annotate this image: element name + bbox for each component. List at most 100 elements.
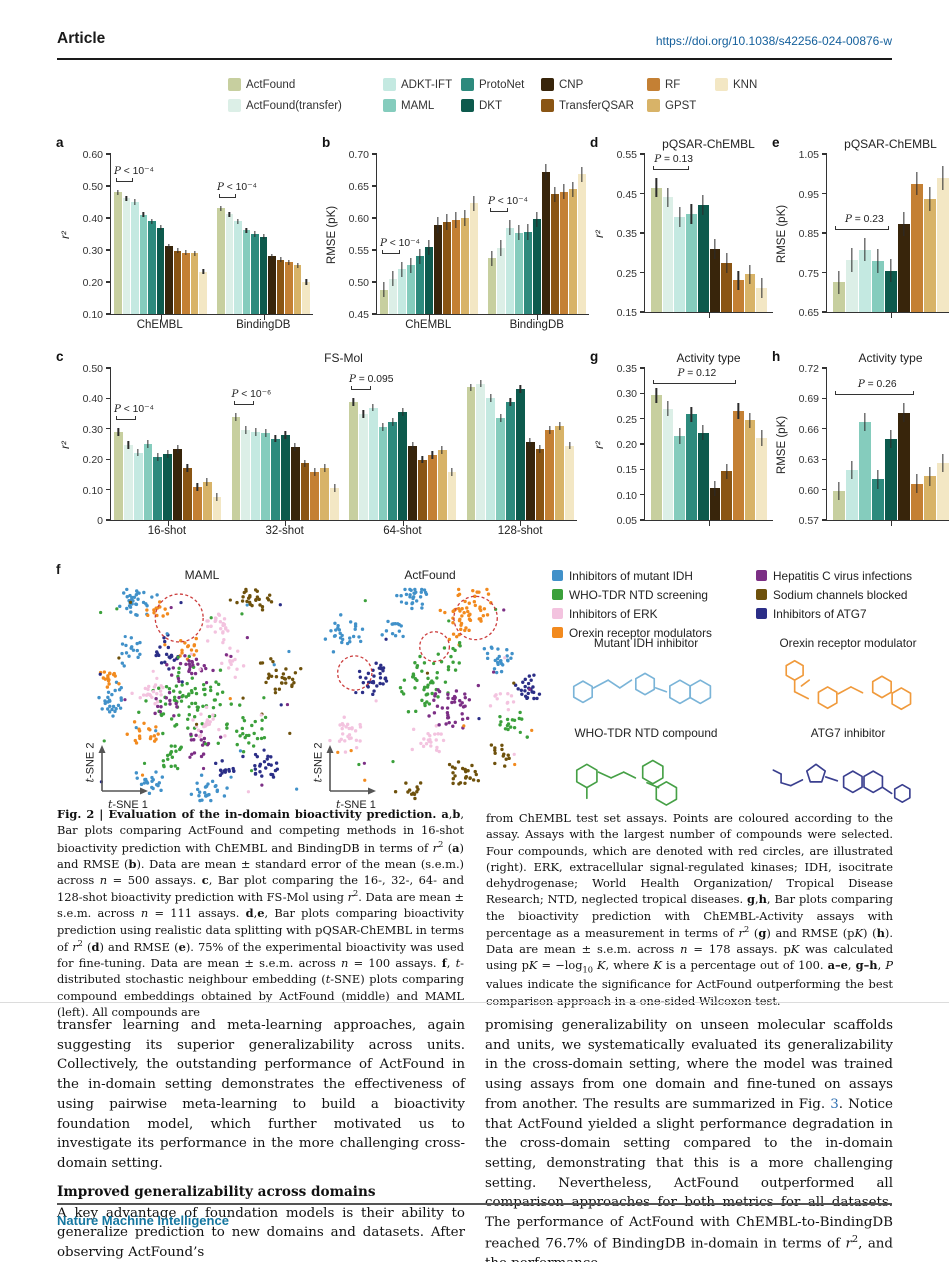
error-bar <box>655 177 657 198</box>
tsne-legend-swatch-erk <box>552 608 563 619</box>
bar-a-KNN <box>302 282 311 314</box>
tsne-legend-label: Hepatitis C virus infections <box>773 568 912 583</box>
error-bar <box>288 259 290 265</box>
x-category-label: BindingDB <box>509 319 564 331</box>
p-value-label: P < 10⁻⁴ <box>217 180 257 193</box>
error-bar <box>554 186 556 202</box>
error-bar <box>168 243 170 249</box>
bar-g-CNP <box>709 488 721 520</box>
error-bar <box>890 429 892 449</box>
figure-3-link[interactable]: 3 <box>830 1096 839 1112</box>
legend-label: ADKT-IFT <box>401 78 453 91</box>
error-bar <box>655 387 657 403</box>
legend-label: CNP <box>559 78 584 91</box>
doi-link[interactable]: https://doi.org/10.1038/s42256-024-00876… <box>655 34 892 48</box>
error-bar <box>262 234 265 240</box>
error-bar <box>903 212 905 236</box>
bar-d-TransferQSAR <box>721 262 732 312</box>
error-bar <box>279 257 282 263</box>
bar-a-ProtoNet <box>148 221 156 314</box>
p-value-bracket <box>835 390 915 396</box>
error-bar <box>737 403 739 419</box>
x-category-label: 128-shot <box>497 525 543 537</box>
legend-item-TransferQSAR: TransferQSAR <box>541 99 647 112</box>
body-paragraph: transfer learning and meta-learning appr… <box>57 1018 465 1171</box>
bar-g-ActFound(transfer) <box>662 408 674 520</box>
error-bar <box>518 225 520 241</box>
bar-c-GPST <box>555 425 565 520</box>
error-bar <box>264 429 267 438</box>
error-bar <box>536 211 538 227</box>
bar-d-ADKT-IFT <box>674 217 686 312</box>
legend-item-ADKT-IFT: ADKT-IFT <box>383 78 461 91</box>
error-bar <box>667 400 669 417</box>
panel-letter-c: c <box>56 349 64 364</box>
bar-h-ADKT-IFT <box>846 470 858 520</box>
body-paragraph: A key advantage of foundation models is … <box>57 1205 465 1260</box>
molecule-label: ATG7 inhibitor <box>810 726 886 740</box>
tsne-legend-item: WHO-TDR NTD screening <box>552 585 752 604</box>
p-value-label: P = 0.23 <box>844 212 884 225</box>
bar-b-ADKT-IFT <box>506 227 514 314</box>
bar-d-RF <box>732 280 744 312</box>
molecule-structure <box>785 659 912 711</box>
tsne-legend-swatch-idh <box>552 570 563 581</box>
molecule-structure <box>772 763 911 803</box>
bar-e-ActFound(transfer) <box>846 259 858 312</box>
panel-letter-b: b <box>322 135 331 150</box>
error-bar <box>196 482 198 491</box>
bar-b-ProtoNet <box>524 232 532 314</box>
bar-g-ProtoNet <box>686 414 697 520</box>
p-value-bracket <box>489 207 509 212</box>
y-tick-label: 0.70 <box>348 149 369 161</box>
error-bar <box>500 240 502 256</box>
tsne-scatter <box>323 587 542 801</box>
bar-a-MAML <box>139 214 148 314</box>
molecule-label: Mutant IDH inhibitor <box>593 636 699 650</box>
molecule-label: WHO-TDR NTD compound <box>574 726 718 740</box>
bar-g-RF <box>732 411 744 520</box>
bar-c-CNP <box>408 445 418 520</box>
y-tick-label: 0.10 <box>616 489 637 502</box>
y-tick-label: 0.50 <box>82 181 103 193</box>
y-tick-label: 0.05 <box>616 515 637 527</box>
y-tick-label: 0.20 <box>616 439 637 451</box>
chart-title <box>376 138 589 154</box>
error-bar <box>142 212 145 218</box>
bar-c-ProtoNet <box>153 456 163 520</box>
error-bar <box>916 171 918 196</box>
bar-a-TransferQSAR <box>276 259 285 314</box>
bar-c-GPST <box>320 468 330 520</box>
tsne-legend-item: Inhibitors of ATG7 <box>756 604 912 623</box>
panel-letter-f: f <box>56 562 61 577</box>
legend-swatch-ADKT-IFT <box>383 78 396 91</box>
error-bar <box>679 428 681 444</box>
error-bar <box>117 427 120 436</box>
error-bar <box>431 450 433 459</box>
error-bar <box>362 409 364 418</box>
error-bar <box>125 195 127 201</box>
legend-label: ProtoNet <box>479 78 525 91</box>
bar-c-ADKT-IFT <box>486 398 496 520</box>
p-value-label: P = 0.12 <box>677 367 717 379</box>
bar-b-TransferQSAR <box>551 194 559 314</box>
p-value-label: P = 0.095 <box>349 373 394 386</box>
tsne-legend-item: Inhibitors of mutant IDH <box>552 566 752 585</box>
bar-g-MAML <box>674 435 686 520</box>
p-value-bracket <box>351 385 372 391</box>
bar-a-ActFound <box>114 192 122 314</box>
bar-h-RF <box>911 483 923 520</box>
chart-title: pQSAR-ChEMBL <box>844 137 937 151</box>
tsne-legend-label: WHO-TDR NTD screening <box>569 587 708 602</box>
bar-c-ActFound(transfer) <box>476 383 486 520</box>
bar-c-KNN <box>330 488 339 520</box>
error-bar <box>527 224 529 240</box>
error-bar <box>559 421 561 430</box>
error-bar <box>421 455 424 464</box>
article-label: Article <box>57 30 106 47</box>
legend-item-KNN: KNN <box>715 78 757 91</box>
highlight-circle <box>154 593 204 643</box>
bar-h-ProtoNet <box>872 479 884 520</box>
p-value-bracket <box>116 415 137 420</box>
y-tick-label: 0.25 <box>616 413 637 426</box>
